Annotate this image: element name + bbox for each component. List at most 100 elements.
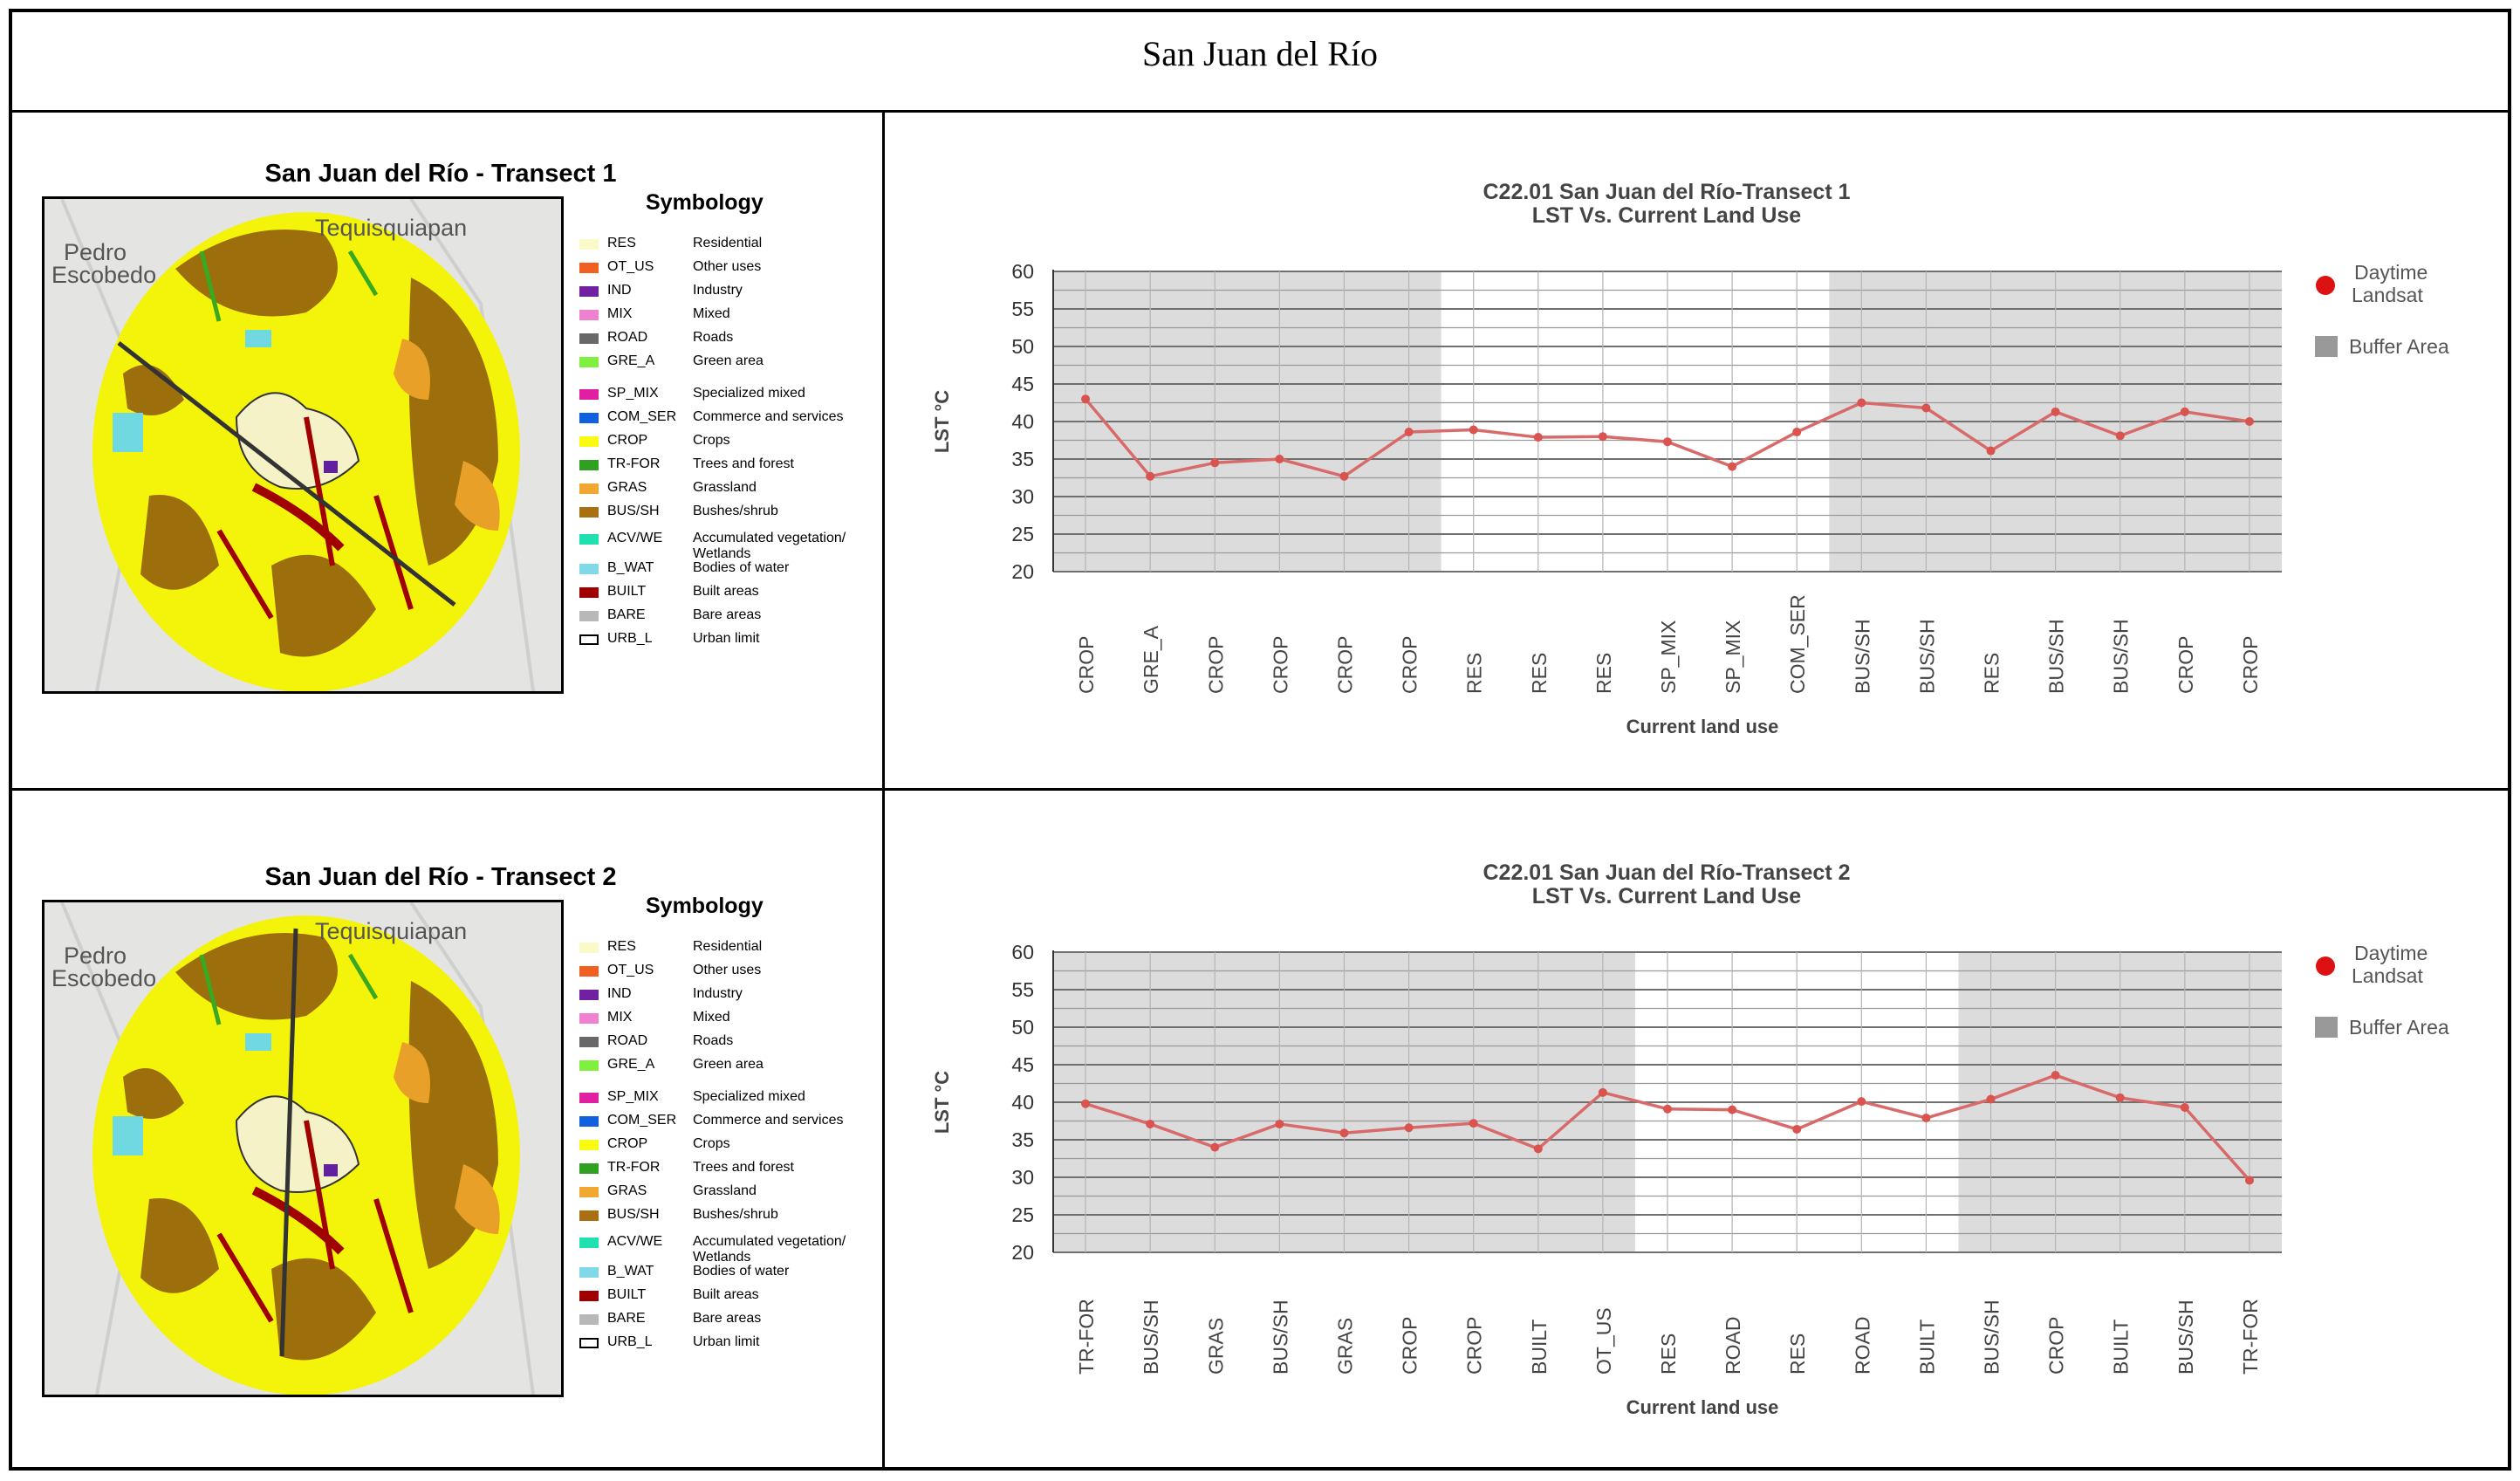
legend-code: URB_L <box>607 631 653 646</box>
data-point <box>2244 417 2254 426</box>
page-title: San Juan del Río <box>1142 34 1378 73</box>
legend-desc: Built areas <box>693 584 759 599</box>
x-tick-label: CROP <box>2045 1317 2068 1375</box>
data-point <box>2115 431 2125 441</box>
legend-item: URB_L Urban limit <box>579 631 876 648</box>
legend-item: SP_MIX Specialized mixed <box>579 1089 876 1107</box>
legend-code: SP_MIX <box>607 386 659 401</box>
legend-desc: Bare areas <box>693 1311 762 1326</box>
legend-code: URB_L <box>607 1334 653 1349</box>
map-2-label-pedro: Pedro <box>64 943 127 969</box>
series-segment <box>2055 1073 2121 1100</box>
legend-desc: Bodies of water <box>693 560 790 575</box>
legend-code: IND <box>607 986 632 1001</box>
legend-code: BUS/SH <box>607 1207 660 1222</box>
data-point <box>1986 446 1996 456</box>
series-segment <box>1925 407 1992 452</box>
series-segment <box>1214 1122 1280 1149</box>
legend-desc: Crops <box>693 1136 730 1151</box>
legend-code: IND <box>607 283 632 298</box>
legend-swatch <box>579 1093 599 1103</box>
data-point <box>1469 1119 1478 1128</box>
y-tick-label: 55 <box>1011 298 1034 320</box>
series-segment <box>1343 430 1410 478</box>
legend-code: SP_MIX <box>607 1089 659 1104</box>
series-segment <box>1731 1107 1798 1131</box>
x-tick-label: CROP <box>2174 636 2197 694</box>
y-axis-label: LST °C <box>931 1071 953 1134</box>
map-1-graphic: Pedro Escobedo Tequisquiapan <box>51 199 535 691</box>
x-tick-label: CROP <box>1333 636 1356 694</box>
legend-item: GRE_A Green area <box>579 1057 876 1074</box>
data-point <box>1663 1104 1672 1114</box>
x-tick-label: SP_MIX <box>1722 621 1744 694</box>
legend-desc: Industry <box>693 986 743 1001</box>
legend-daytime-line: Daytime <box>2354 942 2428 964</box>
legend-code: BUILT <box>607 584 647 599</box>
legend-code: GRAS <box>607 480 647 495</box>
legend-desc: Roads <box>693 1033 734 1048</box>
x-tick-label: CROP <box>1075 636 1098 694</box>
legend-swatch <box>579 1140 599 1150</box>
series-segment <box>1085 1102 1151 1126</box>
legend-desc: Bushes/shrub <box>693 504 778 518</box>
x-tick-label: GRAS <box>1204 1318 1227 1375</box>
legend-desc: Urban limit <box>693 1334 760 1349</box>
legend-item: ROAD Roads <box>579 1033 876 1051</box>
legend-swatch <box>579 239 599 250</box>
series-segment <box>1731 430 1798 469</box>
series-segment <box>1344 1126 1409 1135</box>
chart-transect-1: C22.01 San Juan del Río-Transect 1 LST Vs… <box>916 179 2469 746</box>
legend-swatch <box>579 1187 599 1197</box>
x-tick-label: CROP <box>1269 636 1291 694</box>
y-tick-label: 50 <box>1011 335 1034 358</box>
series-segment <box>1796 401 1863 434</box>
legend-code: COM_SER <box>607 409 677 424</box>
legend-code: COM_SER <box>607 1113 677 1128</box>
legend-desc: Industry <box>693 283 743 298</box>
legend-code: MIX <box>607 306 633 321</box>
map-1-title: San Juan del Río - Transect 1 <box>264 160 617 188</box>
series-segment <box>1667 1107 1733 1112</box>
legend-item: BUS/SH Bushes/shrub <box>579 504 876 521</box>
legend-desc: Built areas <box>693 1287 759 1302</box>
data-point <box>1857 1097 1866 1107</box>
series-segment <box>1537 435 1603 439</box>
legend-item: GRAS Grassland <box>579 480 876 497</box>
legend-item: RES Residential <box>579 939 876 956</box>
legend-swatch <box>579 1338 599 1348</box>
x-tick-label: ROAD <box>1851 1317 1873 1375</box>
y-tick-label: 40 <box>1011 1091 1034 1114</box>
legend-swatch <box>579 483 599 494</box>
data-point <box>1663 437 1672 447</box>
x-tick-label: CROP <box>1204 636 1227 694</box>
legend-buffer-marker <box>2315 1017 2338 1038</box>
x-tick-label: GRE_A <box>1140 625 1162 694</box>
data-point <box>1728 462 1737 471</box>
x-tick-label: RES <box>1592 653 1615 694</box>
data-point <box>1792 1124 1802 1134</box>
legend-code: ROAD <box>607 1033 648 1048</box>
legend-desc: Green area <box>693 353 764 368</box>
legend-swatch <box>579 1291 599 1301</box>
x-tick-label: TR-FOR <box>2239 1299 2262 1375</box>
legend-item: CROP Crops <box>579 1136 876 1154</box>
data-point <box>1404 428 1414 437</box>
series-segment <box>1989 1073 2057 1101</box>
legend-item: B_WAT Bodies of water <box>579 1264 876 1281</box>
x-tick-label: BUILT <box>2110 1320 2133 1375</box>
series-segment <box>1796 1100 1863 1131</box>
legend-swatch <box>579 333 599 344</box>
legend-swatch <box>579 460 599 470</box>
series-segment <box>1278 457 1345 478</box>
series-segment <box>1667 440 1733 469</box>
y-tick-label: 20 <box>1011 560 1034 583</box>
x-tick-label: CROP <box>2239 636 2262 694</box>
data-point <box>1598 432 1607 442</box>
map-1-label-escobedo: Escobedo <box>51 262 156 288</box>
legend-desc: Grassland <box>693 480 757 495</box>
x-tick-label: BUS/SH <box>1851 619 1873 694</box>
legend-swatch <box>579 1238 599 1248</box>
data-point <box>1728 1105 1737 1114</box>
legend-desc: Crops <box>693 433 730 448</box>
